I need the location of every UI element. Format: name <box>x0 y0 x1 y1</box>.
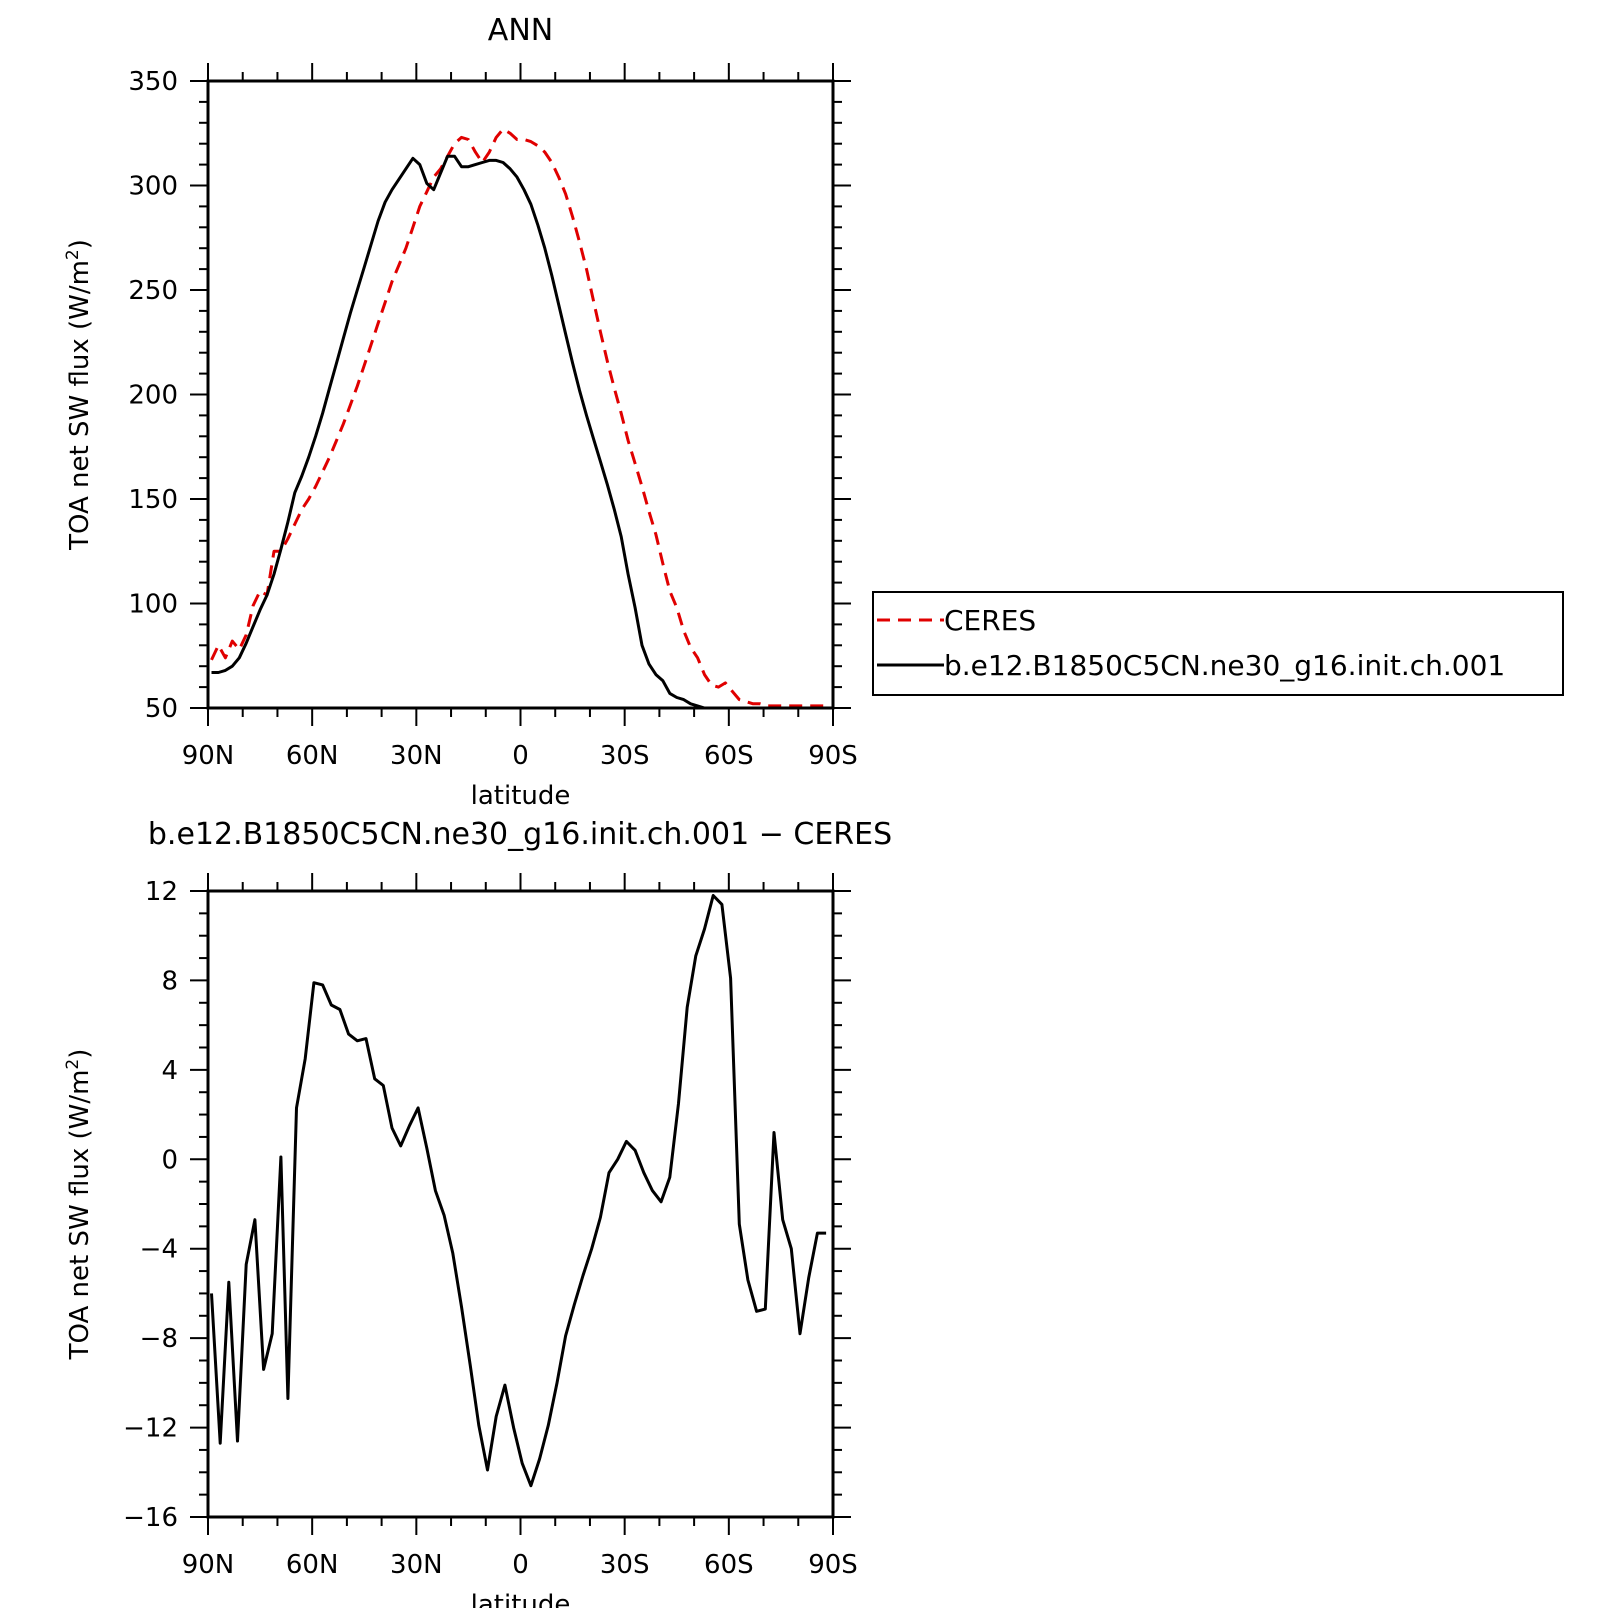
x-tick-label: 90N <box>182 741 235 771</box>
y-axis-label-superscript: 2 <box>63 1059 83 1070</box>
chart-ann: ANN latitude TOA net SW flux (W/m2) 3503… <box>63 13 858 811</box>
x-tick-label: 0 <box>512 741 529 771</box>
y-tick-label: 200 <box>128 381 178 411</box>
y-axis-label-main: TOA net SW flux (W/m <box>65 260 95 551</box>
series-lines <box>210 127 830 710</box>
series-line-model <box>211 154 830 710</box>
y-axis-label-superscript: 2 <box>63 249 83 260</box>
series-lines <box>210 894 827 1488</box>
y-tick-label: 12 <box>145 877 178 907</box>
legend-entry-ceres: CERES <box>944 604 1036 637</box>
y-tick-label: −12 <box>123 1414 178 1444</box>
y-tick-label: 250 <box>128 276 178 306</box>
x-tick-label: 30S <box>600 1550 650 1580</box>
x-tick-label: 30S <box>600 741 650 771</box>
y-axis-label: TOA net SW flux (W/m2) <box>63 1049 95 1361</box>
x-axis-label: latitude <box>471 1590 571 1608</box>
legend-entry-model: b.e12.B1850C5CN.ne30_g16.init.ch.001 <box>944 649 1505 682</box>
x-tick-label: 30N <box>390 741 443 771</box>
x-tick-label: 90S <box>808 741 858 771</box>
y-axis-label-tail: ) <box>65 239 95 249</box>
chart-title: b.e12.B1850C5CN.ne30_g16.init.ch.001 − C… <box>148 817 892 852</box>
y-tick-label: 300 <box>128 172 178 202</box>
legend: CERES b.e12.B1850C5CN.ne30_g16.init.ch.0… <box>872 591 1564 696</box>
x-tick-label: 60N <box>286 741 339 771</box>
y-tick-label: 4 <box>161 1056 178 1086</box>
y-tick-label: 50 <box>145 694 178 724</box>
series-line-ceres <box>210 127 830 708</box>
y-axis-label-tail: ) <box>65 1049 95 1059</box>
y-tick-label: 150 <box>128 485 178 515</box>
y-tick-label: −16 <box>123 1503 178 1533</box>
series-line-model <box>210 894 827 1488</box>
x-tick-label: 90S <box>808 1550 858 1580</box>
x-tick-label: 90N <box>182 1550 235 1580</box>
plot-frame <box>206 889 835 1519</box>
x-tick-label: 60S <box>704 1550 754 1580</box>
x-axis-label: latitude <box>471 781 571 811</box>
chart-difference: b.e12.B1850C5CN.ne30_g16.init.ch.001 − C… <box>63 817 892 1608</box>
plot-frame <box>206 79 835 710</box>
y-tick-label: 350 <box>128 67 178 97</box>
y-tick-label: −8 <box>140 1324 178 1354</box>
x-tick-label: 0 <box>512 1550 529 1580</box>
y-axis-label: TOA net SW flux (W/m2) <box>63 239 95 551</box>
y-axis-label-main: TOA net SW flux (W/m <box>65 1070 95 1361</box>
x-tick-label: 30N <box>390 1550 443 1580</box>
y-tick-label: 8 <box>161 966 178 996</box>
x-tick-label: 60S <box>704 741 754 771</box>
y-tick-label: 0 <box>161 1145 178 1175</box>
x-tick-label: 60N <box>286 1550 339 1580</box>
legend-box <box>872 591 1564 696</box>
y-tick-label: 100 <box>128 590 178 620</box>
chart-title: ANN <box>488 13 553 48</box>
y-tick-label: −4 <box>140 1235 178 1265</box>
